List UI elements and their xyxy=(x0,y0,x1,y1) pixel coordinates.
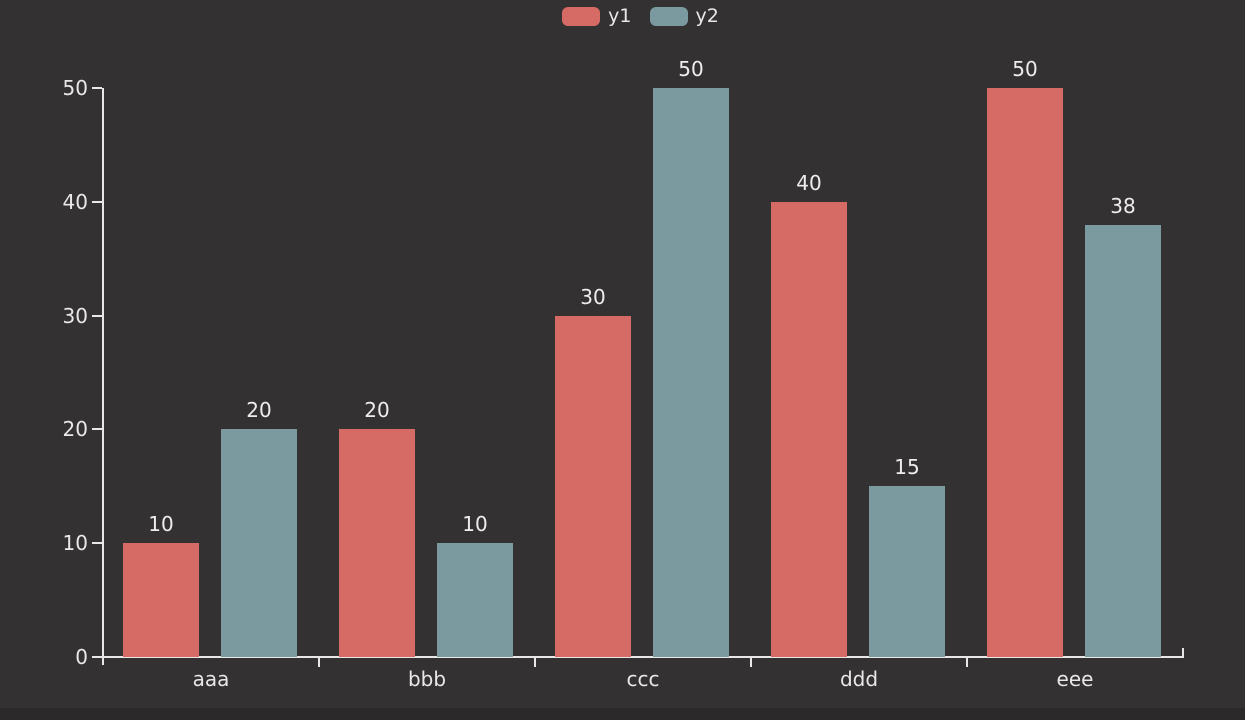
x-category-label-ddd: ddd xyxy=(839,667,879,691)
bar-y1-ccc xyxy=(555,315,631,657)
y-tick-label-0: 0 xyxy=(75,645,88,669)
x-category-label-bbb: bbb xyxy=(407,667,447,691)
legend: y1 y2 xyxy=(18,5,1245,27)
y-tick-30 xyxy=(92,314,102,317)
y-tick-label-40: 40 xyxy=(62,189,88,214)
bar-y2-bbb xyxy=(437,543,513,657)
bottom-strip xyxy=(0,708,1245,720)
bar-y2-eee xyxy=(1085,224,1161,657)
bar-y1-aaa xyxy=(123,543,199,657)
bar-value-label-y2-bbb: 10 xyxy=(462,512,488,537)
x-tick-3 xyxy=(750,657,752,667)
y-tick-label-20: 20 xyxy=(62,417,88,442)
bar-y2-ccc xyxy=(653,88,729,657)
x-axis-end-tick xyxy=(1182,648,1184,656)
y-tick-10 xyxy=(92,542,102,545)
bar-value-label-y1-ddd: 40 xyxy=(796,170,822,195)
y-tick-20 xyxy=(92,428,102,431)
bar-value-label-y2-eee: 38 xyxy=(1110,193,1136,218)
x-category-label-ccc: ccc xyxy=(626,667,660,691)
bar-value-label-y2-ccc: 50 xyxy=(678,57,704,81)
bar-y2-aaa xyxy=(221,429,297,657)
legend-swatch-y1 xyxy=(562,6,601,26)
y-tick-40 xyxy=(92,200,102,203)
y-tick-50 xyxy=(92,87,102,89)
legend-label-y2: y2 xyxy=(695,5,719,27)
legend-label-y1: y1 xyxy=(608,5,632,27)
y-tick-label-50: 50 xyxy=(62,76,88,100)
x-tick-1 xyxy=(318,657,320,667)
bar-y1-eee xyxy=(987,88,1063,657)
bar-y1-bbb xyxy=(339,429,415,657)
bar-value-label-y1-aaa: 10 xyxy=(148,512,174,537)
legend-swatch-y2 xyxy=(649,6,688,26)
bar-value-label-y2-aaa: 20 xyxy=(246,398,272,423)
bar-y2-ddd xyxy=(869,486,945,657)
bar-value-label-y1-ccc: 30 xyxy=(580,284,606,309)
x-tick-4 xyxy=(966,657,968,667)
bar-value-label-y2-ddd: 15 xyxy=(894,455,920,480)
x-tick-2 xyxy=(534,657,536,667)
legend-item-y2: y2 xyxy=(649,5,719,27)
y-tick-label-10: 10 xyxy=(62,531,88,556)
y-axis-line xyxy=(102,88,104,665)
x-category-label-aaa: aaa xyxy=(192,667,230,691)
y-tick-label-30: 30 xyxy=(62,303,88,328)
bar-value-label-y1-bbb: 20 xyxy=(364,398,390,423)
bar-y1-ddd xyxy=(771,201,847,657)
y-tick-0 xyxy=(92,656,102,658)
x-category-label-eee: eee xyxy=(1056,667,1094,691)
x-axis-line xyxy=(102,656,1184,658)
legend-item-y1: y1 xyxy=(562,5,632,27)
bar-value-label-y1-eee: 50 xyxy=(1012,57,1038,81)
